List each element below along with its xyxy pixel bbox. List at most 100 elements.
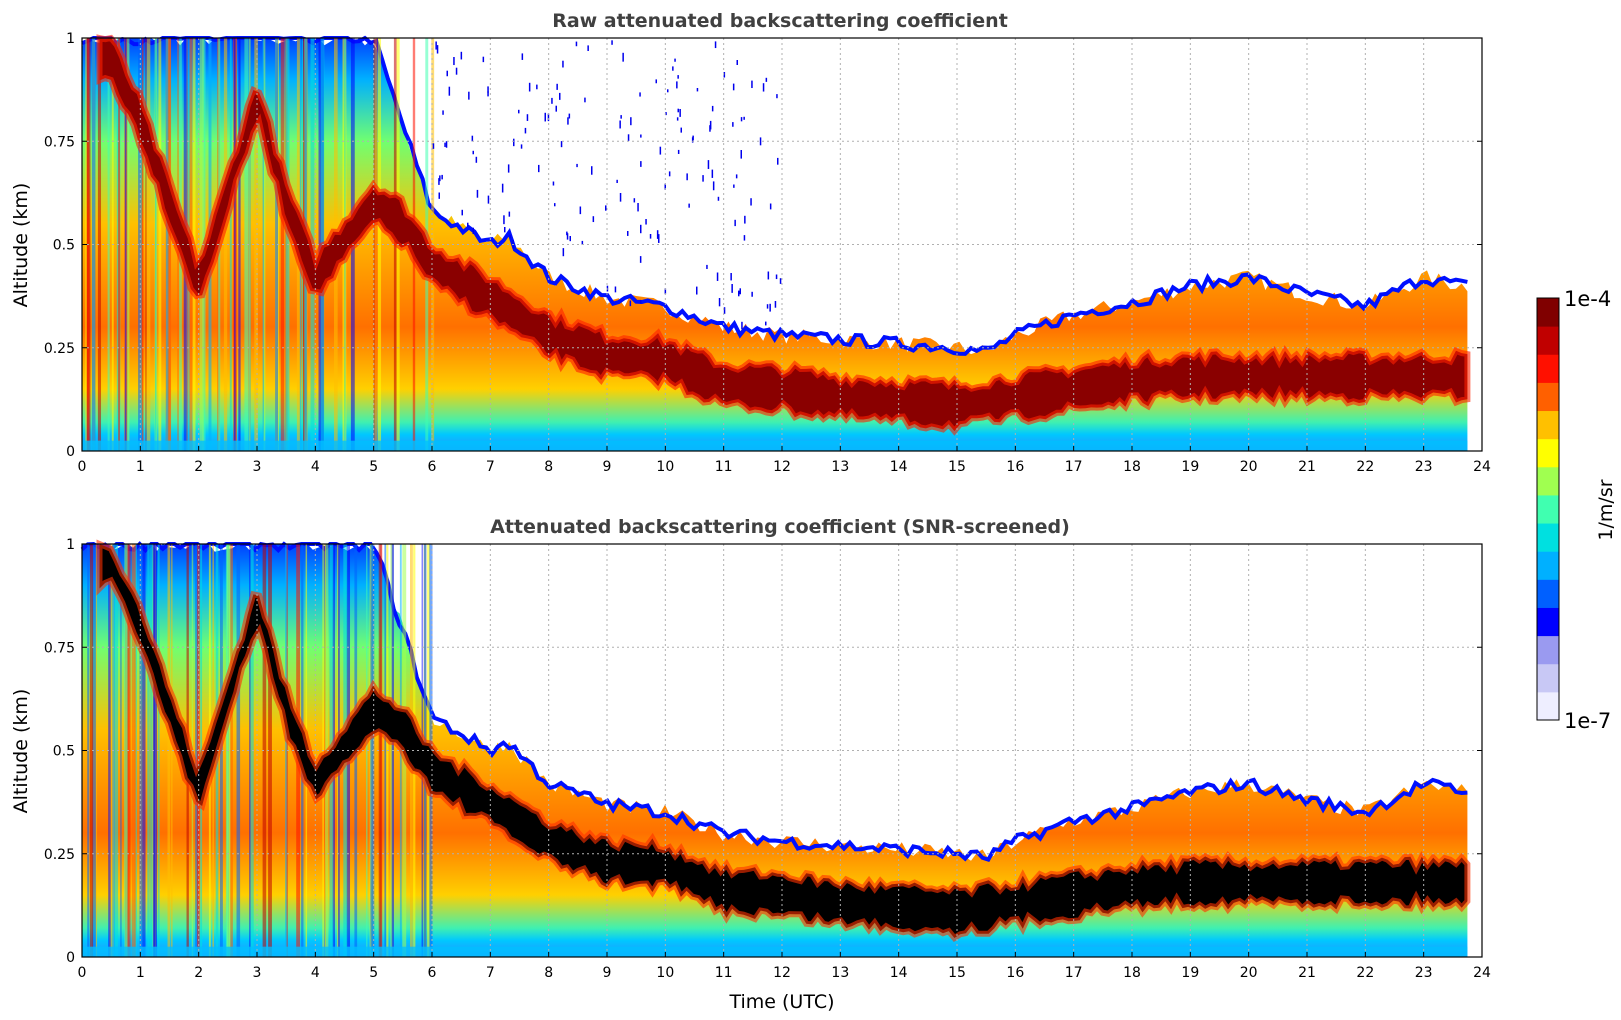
noise-pixel	[547, 113, 550, 122]
noise-pixel	[640, 134, 642, 138]
colorbar-step	[1537, 494, 1559, 524]
x-tick-label: 24	[1473, 459, 1491, 475]
noise-pixel	[765, 321, 767, 326]
noise-pixel	[566, 233, 569, 240]
noise-pixel	[645, 219, 647, 225]
noise-pixel	[744, 215, 746, 224]
panel-title: Attenuated backscattering coefficient (S…	[490, 516, 1070, 538]
plume-streak	[92, 544, 97, 957]
x-tick-label: 22	[1356, 965, 1374, 981]
noise-pixel	[686, 173, 688, 181]
plume-streak	[118, 38, 121, 451]
noise-pixel	[562, 60, 564, 68]
grid-lines	[82, 544, 1482, 957]
plume-streak	[248, 38, 251, 451]
noise-pixel	[740, 150, 742, 159]
noise-pixel	[461, 209, 463, 216]
noise-pixel	[672, 66, 674, 71]
noise-pixel	[769, 203, 772, 210]
noise-pixel	[711, 169, 714, 178]
plume-streak	[139, 544, 143, 957]
y-tick-label: 0.5	[53, 744, 75, 760]
noise-pixel	[777, 157, 779, 165]
plume-streak	[135, 544, 137, 957]
noise-pixel	[554, 203, 556, 207]
plume-streak	[262, 544, 267, 957]
noise-pixel	[441, 174, 443, 180]
colorbar-step	[1537, 663, 1559, 693]
x-tick-label: 9	[603, 459, 612, 475]
x-tick-label: 12	[773, 459, 791, 475]
noise-pixel	[526, 114, 529, 121]
plume-streak	[195, 544, 199, 957]
x-tick-label: 19	[1181, 965, 1199, 981]
noise-pixel	[472, 150, 474, 155]
grid-lines	[82, 38, 1482, 451]
heatmap-area	[80, 539, 1471, 957]
x-tick-label: 13	[831, 459, 849, 475]
x-tick-label: 8	[544, 459, 553, 475]
plume-streak	[155, 38, 157, 451]
noise-pixel	[520, 144, 523, 149]
noise-pixel	[680, 127, 682, 133]
noise-pixel	[640, 224, 642, 234]
plume-streak	[120, 544, 122, 957]
x-tick-label: 20	[1240, 965, 1258, 981]
noise-pixel	[444, 142, 446, 147]
noise-pixel	[696, 88, 699, 92]
x-axis-ticks: 0 1 2 3 4 5 6 7 8 9 10 11 12 13 14 15 16 17 18 19 20 21 22 23 24	[78, 446, 1491, 475]
noise-pixel	[714, 41, 717, 49]
x-tick-label: 18	[1123, 459, 1141, 475]
colorbar-step	[1537, 579, 1559, 608]
plume-streak	[108, 544, 111, 957]
noise-pixel	[432, 143, 435, 149]
x-tick-label: 11	[715, 459, 733, 475]
noise-pixel	[676, 117, 679, 121]
noise-pixel	[584, 97, 586, 103]
x-tick-label: 4	[311, 965, 320, 981]
plume-streak	[244, 38, 249, 451]
noise-pixel	[759, 137, 762, 146]
noise-pixel	[524, 127, 527, 134]
x-tick-label: 13	[831, 965, 849, 981]
plume-streak	[230, 544, 233, 957]
raw-backscatter-panel: Raw attenuated backscattering coefficien…	[10, 10, 1491, 475]
x-axis-ticks: 0 1 2 3 4 5 6 7 8 9 10 11 12 13 14 15 16 17 18 19 20 21 22 23 24	[78, 952, 1491, 981]
colorbar-gradient	[1537, 298, 1559, 721]
noise-pixel	[627, 231, 629, 236]
plume-streak	[158, 38, 162, 451]
x-tick-label: 2	[194, 459, 203, 475]
colorbar-step	[1537, 607, 1559, 637]
noise-pixel	[453, 57, 455, 66]
noise-pixel	[504, 227, 506, 233]
plume-streak	[150, 544, 154, 957]
plume-streak	[145, 38, 147, 451]
x-tick-label: 6	[428, 459, 437, 475]
plume-streak	[234, 38, 236, 451]
noise-pixel	[460, 51, 463, 60]
noise-pixel	[614, 286, 617, 293]
noise-pixel	[616, 179, 618, 184]
noise-pixel	[487, 195, 490, 204]
noise-pixel	[656, 230, 659, 239]
plume-streak	[109, 544, 113, 957]
noise-pixel	[691, 137, 694, 143]
x-tick-label: 15	[948, 965, 966, 981]
x-tick-label: 0	[78, 965, 87, 981]
noise-pixel	[436, 45, 439, 54]
y-axis-ticks: 0 0.25 0.5 0.75 1	[44, 31, 1482, 460]
x-tick-label: 21	[1298, 965, 1316, 981]
noise-pixel	[762, 83, 765, 92]
noise-pixel	[664, 183, 666, 190]
noise-pixel	[619, 193, 622, 202]
noise-pixel	[568, 113, 571, 119]
plume-streak	[378, 38, 382, 451]
noise-pixel	[769, 303, 771, 312]
noise-pixel	[468, 91, 470, 100]
noise-pixel	[640, 299, 642, 304]
noise-pixel	[776, 94, 778, 99]
noise-pixel	[639, 92, 641, 97]
x-tick-label: 18	[1123, 965, 1141, 981]
noise-pixel	[779, 278, 782, 284]
noise-pixel	[605, 205, 607, 211]
